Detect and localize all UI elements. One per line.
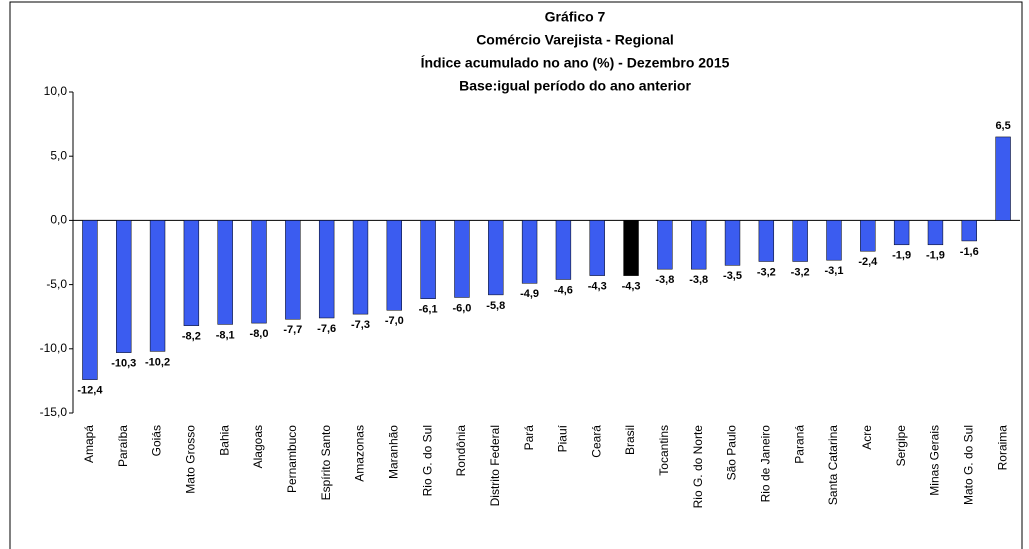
x-tick-label: Pernambuco [285,425,299,493]
data-label: -3,5 [723,270,742,282]
x-tick-label: Rio G. do Sul [420,425,434,496]
bar [758,220,775,262]
data-label: 6,5 [995,120,1010,132]
data-label: -1,9 [926,250,945,262]
bar [657,220,673,270]
chart-frame [9,1,1023,549]
data-label: -3,2 [757,266,776,278]
bar [691,220,707,270]
bar [521,220,538,284]
bar [82,220,98,380]
bar [352,220,369,315]
bar [149,220,166,352]
data-label: -10,3 [111,358,136,370]
x-tick-label: Rondônia [454,425,468,477]
chart-title: Índice acumulado no ano (%) - Dezembro 2… [421,55,730,71]
x-tick-label: Paraíba [116,425,130,467]
bar [116,220,132,353]
y-tick-label: 10,0 [44,84,68,98]
x-tick-label: Rio G. do Norte [691,425,705,509]
chart-title: Base:igual período do ano anterior [459,78,691,94]
x-tick-label: Mato Grosso [184,425,198,494]
bar [285,220,301,320]
data-label: -1,9 [892,250,911,262]
bar [555,220,572,280]
chart-title: Comércio Varejista - Regional [476,32,674,48]
bar [386,220,402,311]
data-label: -2,4 [858,256,878,268]
data-label: -1,6 [960,246,979,258]
x-tick-label: Distrito Federal [488,425,502,506]
data-label: -6,1 [419,304,438,316]
y-tick-label: -15,0 [40,405,68,419]
data-label: -3,8 [655,274,674,286]
data-label: -4,3 [622,281,641,293]
y-tick-label: 5,0 [50,148,67,162]
data-label: -3,8 [689,274,708,286]
bar [623,220,639,276]
data-label: -3,2 [791,266,810,278]
bar [318,220,335,319]
data-label: -7,6 [317,323,336,335]
x-tick-label: Amazonas [353,425,367,482]
bar [927,220,944,246]
x-tick-label: Amapá [82,425,96,463]
chart-title: Gráfico 7 [545,9,606,25]
bar [183,220,200,326]
y-tick-label: -5,0 [46,277,67,291]
bar [792,220,808,262]
data-label: -7,7 [283,324,302,336]
data-label: -7,0 [385,315,404,327]
bar [454,220,470,298]
bar [420,220,436,299]
bar [217,220,233,325]
x-tick-label: Roraima [995,425,1009,471]
bar [488,220,504,296]
x-tick-label: Brasil [623,425,637,455]
data-label: -4,9 [520,288,539,300]
bar [893,220,910,246]
x-tick-label: Acre [860,425,874,450]
bar [589,220,605,276]
bar [724,220,741,266]
bar [251,220,267,324]
data-label: -12,4 [77,385,103,397]
bar [826,220,842,261]
data-label: -8,1 [216,329,235,341]
data-label: -10,2 [145,356,170,368]
x-tick-label: Sergipe [894,425,908,467]
data-label: -8,0 [250,328,269,340]
x-tick-label: Alagoas [251,425,265,468]
x-tick-label: Pará [522,425,536,451]
x-tick-label: Bahia [217,425,231,456]
x-tick-label: Piauí [556,424,570,452]
x-tick-label: São Paulo [725,425,739,481]
y-tick-label: 0,0 [50,213,67,227]
data-label: -6,0 [452,302,471,314]
bar [995,136,1011,221]
x-tick-label: Goiás [150,425,164,456]
data-label: -4,6 [554,284,573,296]
data-label: -7,3 [351,319,370,331]
data-label: -3,1 [824,265,843,277]
x-tick-label: Minas Gerais [928,425,942,496]
x-tick-label: Espírito Santo [319,425,333,501]
x-tick-label: Mato G. do Sul [961,425,975,505]
data-label: -5,8 [486,300,505,312]
x-tick-label: Rio de Janeiro [759,425,773,503]
x-tick-label: Ceará [589,425,603,458]
data-label: -8,2 [182,331,201,343]
bar [860,220,876,252]
x-tick-label: Paraná [792,425,806,464]
bar [961,220,977,242]
x-tick-label: Santa Catarina [826,425,840,505]
x-tick-label: Tocantins [657,425,671,476]
y-tick-label: -10,0 [40,341,68,355]
x-tick-label: Maranhão [386,425,400,479]
data-label: -4,3 [588,281,607,293]
